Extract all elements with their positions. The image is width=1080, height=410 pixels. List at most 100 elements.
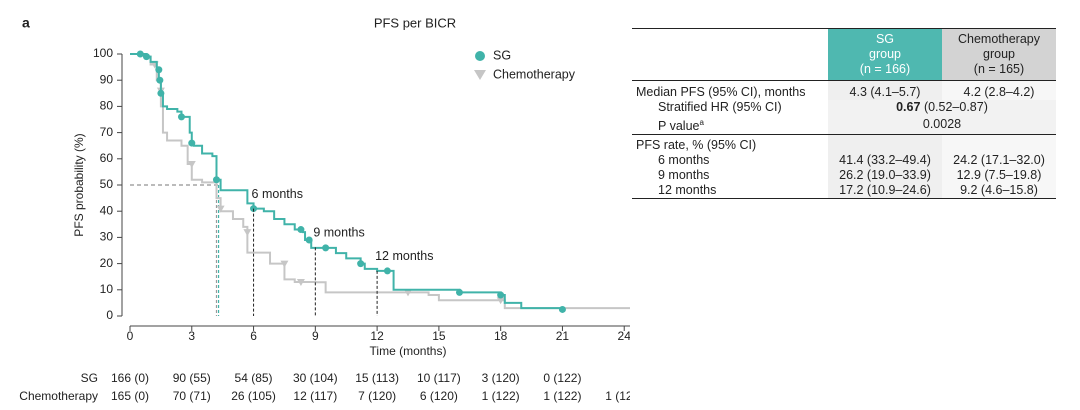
header-row: SG group (n = 166) Chemotherapy group (n = 16…	[632, 28, 1056, 81]
y-tick-label: 40	[100, 203, 114, 217]
censor-mark	[212, 176, 220, 184]
censor-mark	[216, 205, 225, 213]
survival-curve	[130, 53, 564, 310]
risk-count: 26 (105)	[231, 389, 276, 403]
km-chart: a PFS per BICR Time (months) PFS probabi…	[19, 15, 630, 403]
hazard-ratio: 0.67	[896, 100, 921, 114]
header-n: (n = 166)	[859, 62, 911, 76]
survival-curve	[130, 53, 630, 310]
row-label-text: P value	[658, 119, 700, 134]
y-tick-label: 80	[100, 99, 114, 113]
y-tick-label: 90	[100, 72, 114, 86]
risk-count: 166 (0)	[111, 371, 149, 385]
row-label: Stratified HR (95% CI)	[632, 100, 828, 115]
header-line: SG	[875, 32, 895, 46]
censor-mark	[136, 50, 144, 58]
row-label: 12 months	[632, 183, 828, 200]
footnote-mark: a	[699, 118, 704, 127]
annotation: 12 months	[375, 249, 433, 263]
cell: 4.3 (4.1–5.7)	[828, 80, 942, 100]
y-tick-label: 100	[93, 46, 113, 60]
legend-label: SG	[493, 48, 511, 62]
y-tick-label: 60	[100, 151, 114, 165]
header-line: group	[869, 47, 901, 61]
cell: 12.9 (7.5–19.8)	[942, 168, 1056, 184]
panel-label: a	[22, 15, 30, 31]
section-row: PFS rate, % (95% CI)	[632, 134, 1056, 154]
annotation: 6 months	[252, 187, 303, 201]
row-label: Median PFS (95% CI), months	[632, 81, 828, 101]
risk-count: 12 (117)	[293, 389, 337, 403]
row-label-text: Stratified HR (95% CI)	[658, 100, 782, 114]
header-line: group	[983, 47, 1015, 61]
risk-count: 1 (122)	[543, 389, 581, 403]
risk-row-label: SG	[81, 371, 98, 385]
legend-marker	[474, 70, 486, 80]
blank-cell	[828, 134, 942, 154]
results-table: SG group (n = 166) Chemotherapy group (n = 16…	[632, 28, 1056, 200]
y-axis-label: PFS probability (%)	[72, 133, 86, 236]
x-tick-label: 18	[494, 329, 508, 343]
risk-count: 1 (122)	[605, 389, 630, 403]
table-row: Stratified HR (95% CI) 0.67 (0.52–0.87)	[632, 100, 1056, 115]
censor-mark	[497, 291, 505, 299]
risk-count: 90 (55)	[173, 371, 211, 385]
x-axis-label: Time (months)	[370, 344, 447, 358]
censor-mark	[156, 76, 164, 84]
risk-row-label: Chemotherapy	[19, 389, 98, 403]
annotation: 9 months	[313, 226, 364, 240]
merged-cell: 0.67 (0.52–0.87)	[828, 100, 1056, 115]
censor-mark	[322, 244, 330, 252]
column-header: SG group (n = 166)	[828, 28, 942, 81]
censor-mark	[243, 229, 252, 237]
table-row: 6 months 41.4 (33.2–49.4) 24.2 (17.1–32.0)	[632, 153, 1056, 169]
censor-mark	[296, 278, 305, 286]
x-tick-label: 12	[370, 329, 384, 343]
legend-label: Chemotherapy	[493, 67, 576, 81]
censor-mark	[187, 161, 196, 169]
header-line: Chemotherapy	[958, 32, 1040, 46]
x-tick-label: 24	[618, 329, 630, 343]
merged-text: 0.0028	[922, 117, 962, 132]
risk-count: 10 (117)	[417, 371, 461, 385]
cell: 26.2 (19.0–33.9)	[828, 168, 942, 184]
x-tick-label: 6	[250, 329, 257, 343]
table-row: 12 months 17.2 (10.9–24.6) 9.2 (4.6–15.8)	[632, 183, 1056, 200]
table-row: Median PFS (95% CI), months 4.3 (4.1–5.7)…	[632, 80, 1056, 101]
merged-cell: 0.0028	[828, 115, 1056, 135]
y-tick-label: 0	[106, 308, 113, 322]
table-row: 9 months 26.2 (19.0–33.9) 12.9 (7.5–19.8)	[632, 168, 1056, 184]
blank-cell	[942, 134, 1056, 154]
cell: 24.2 (17.1–32.0)	[942, 153, 1056, 169]
censor-mark	[142, 53, 150, 61]
censor-mark	[297, 226, 305, 234]
x-tick-label: 15	[432, 329, 446, 343]
risk-count: 54 (85)	[235, 371, 273, 385]
censor-mark	[558, 305, 566, 313]
risk-count: 7 (120)	[358, 389, 396, 403]
header-blank	[632, 28, 828, 81]
y-tick-label: 30	[100, 230, 114, 244]
chart-title: PFS per BICR	[374, 15, 456, 30]
cell: 9.2 (4.6–15.8)	[942, 183, 1056, 200]
censor-mark	[357, 260, 365, 268]
x-tick-label: 3	[188, 329, 195, 343]
censor-mark	[383, 267, 391, 275]
cell: 4.2 (2.8–4.2)	[942, 80, 1056, 100]
x-tick-label: 0	[127, 329, 134, 343]
y-tick-label: 70	[100, 125, 114, 139]
censor-mark	[455, 288, 463, 296]
row-label: 9 months	[658, 168, 710, 183]
censor-mark	[177, 113, 185, 121]
cell: 41.4 (33.2–49.4)	[828, 153, 942, 169]
risk-count: 0 (122)	[543, 371, 581, 385]
section-heading: PFS rate, % (95% CI)	[632, 134, 828, 154]
censor-mark	[305, 236, 313, 244]
x-tick-label: 9	[312, 329, 319, 343]
censor-mark	[157, 89, 165, 97]
y-tick-label: 20	[100, 256, 114, 270]
row-label-text: Median PFS (95% CI), months	[636, 85, 806, 99]
cell: 17.2 (10.9–24.6)	[828, 183, 942, 200]
risk-count: 15 (113)	[355, 371, 399, 385]
